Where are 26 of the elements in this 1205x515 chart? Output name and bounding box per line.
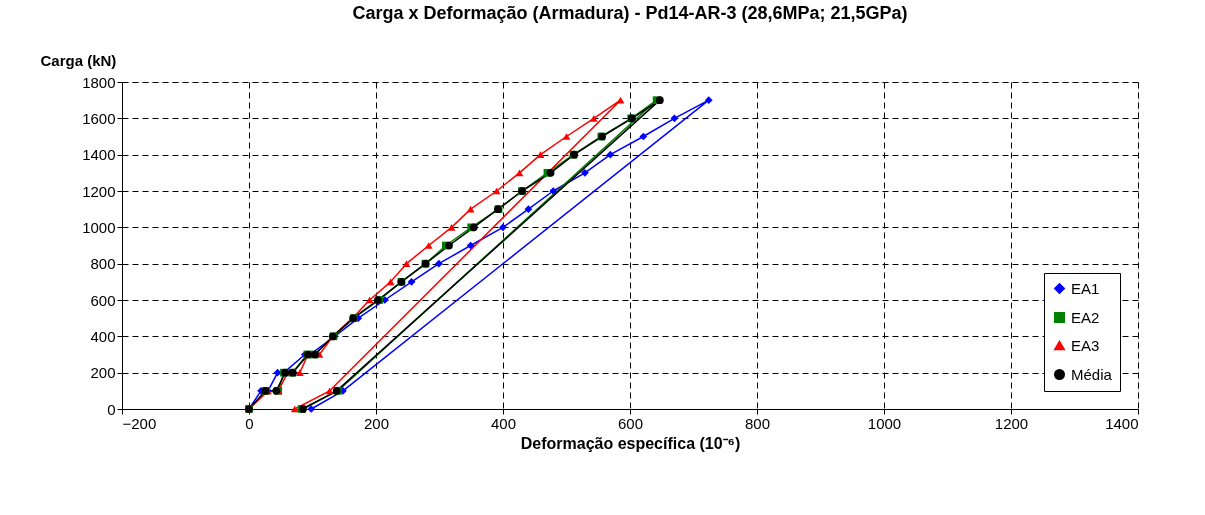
x-tick-label: 200 [363, 414, 390, 432]
x-tick-label: 1000 [867, 414, 902, 432]
y-tick-label: 800 [90, 255, 116, 273]
x-tick-label: 0 [245, 414, 254, 432]
y-tick-label: 1000 [82, 218, 116, 236]
x-tick-label: 600 [617, 414, 644, 432]
legend-label: EA2 [1071, 308, 1100, 326]
y-tick-label: 1400 [82, 146, 116, 164]
x-tick-label: 1400 [1105, 414, 1139, 432]
x-tick-label: −200 [122, 414, 157, 432]
legend-label: EA3 [1071, 336, 1100, 354]
y-tick-label: 200 [90, 364, 116, 382]
x-axis-title: Deformação específica (10⁻⁶) [520, 434, 741, 452]
x-tick-label: 1200 [994, 414, 1029, 432]
y-tick-label: 0 [107, 400, 116, 418]
y-tick-label: 400 [90, 327, 116, 345]
x-tick-label: 400 [490, 414, 517, 432]
legend-label: Média [1071, 365, 1113, 383]
y-tick-label: 1800 [82, 73, 116, 91]
legend-label: EA1 [1071, 279, 1100, 297]
chart-title: Carga x Deformação (Armadura) - Pd14-AR-3 (28,6MPa; 21,5GPa) [352, 3, 908, 23]
y-tick-label: 1200 [82, 182, 116, 200]
y-tick-label: 1600 [82, 109, 116, 127]
x-tick-label: 800 [744, 414, 771, 432]
y-axis-title: Carga (kN) [40, 51, 117, 69]
y-tick-label: 600 [90, 291, 116, 309]
